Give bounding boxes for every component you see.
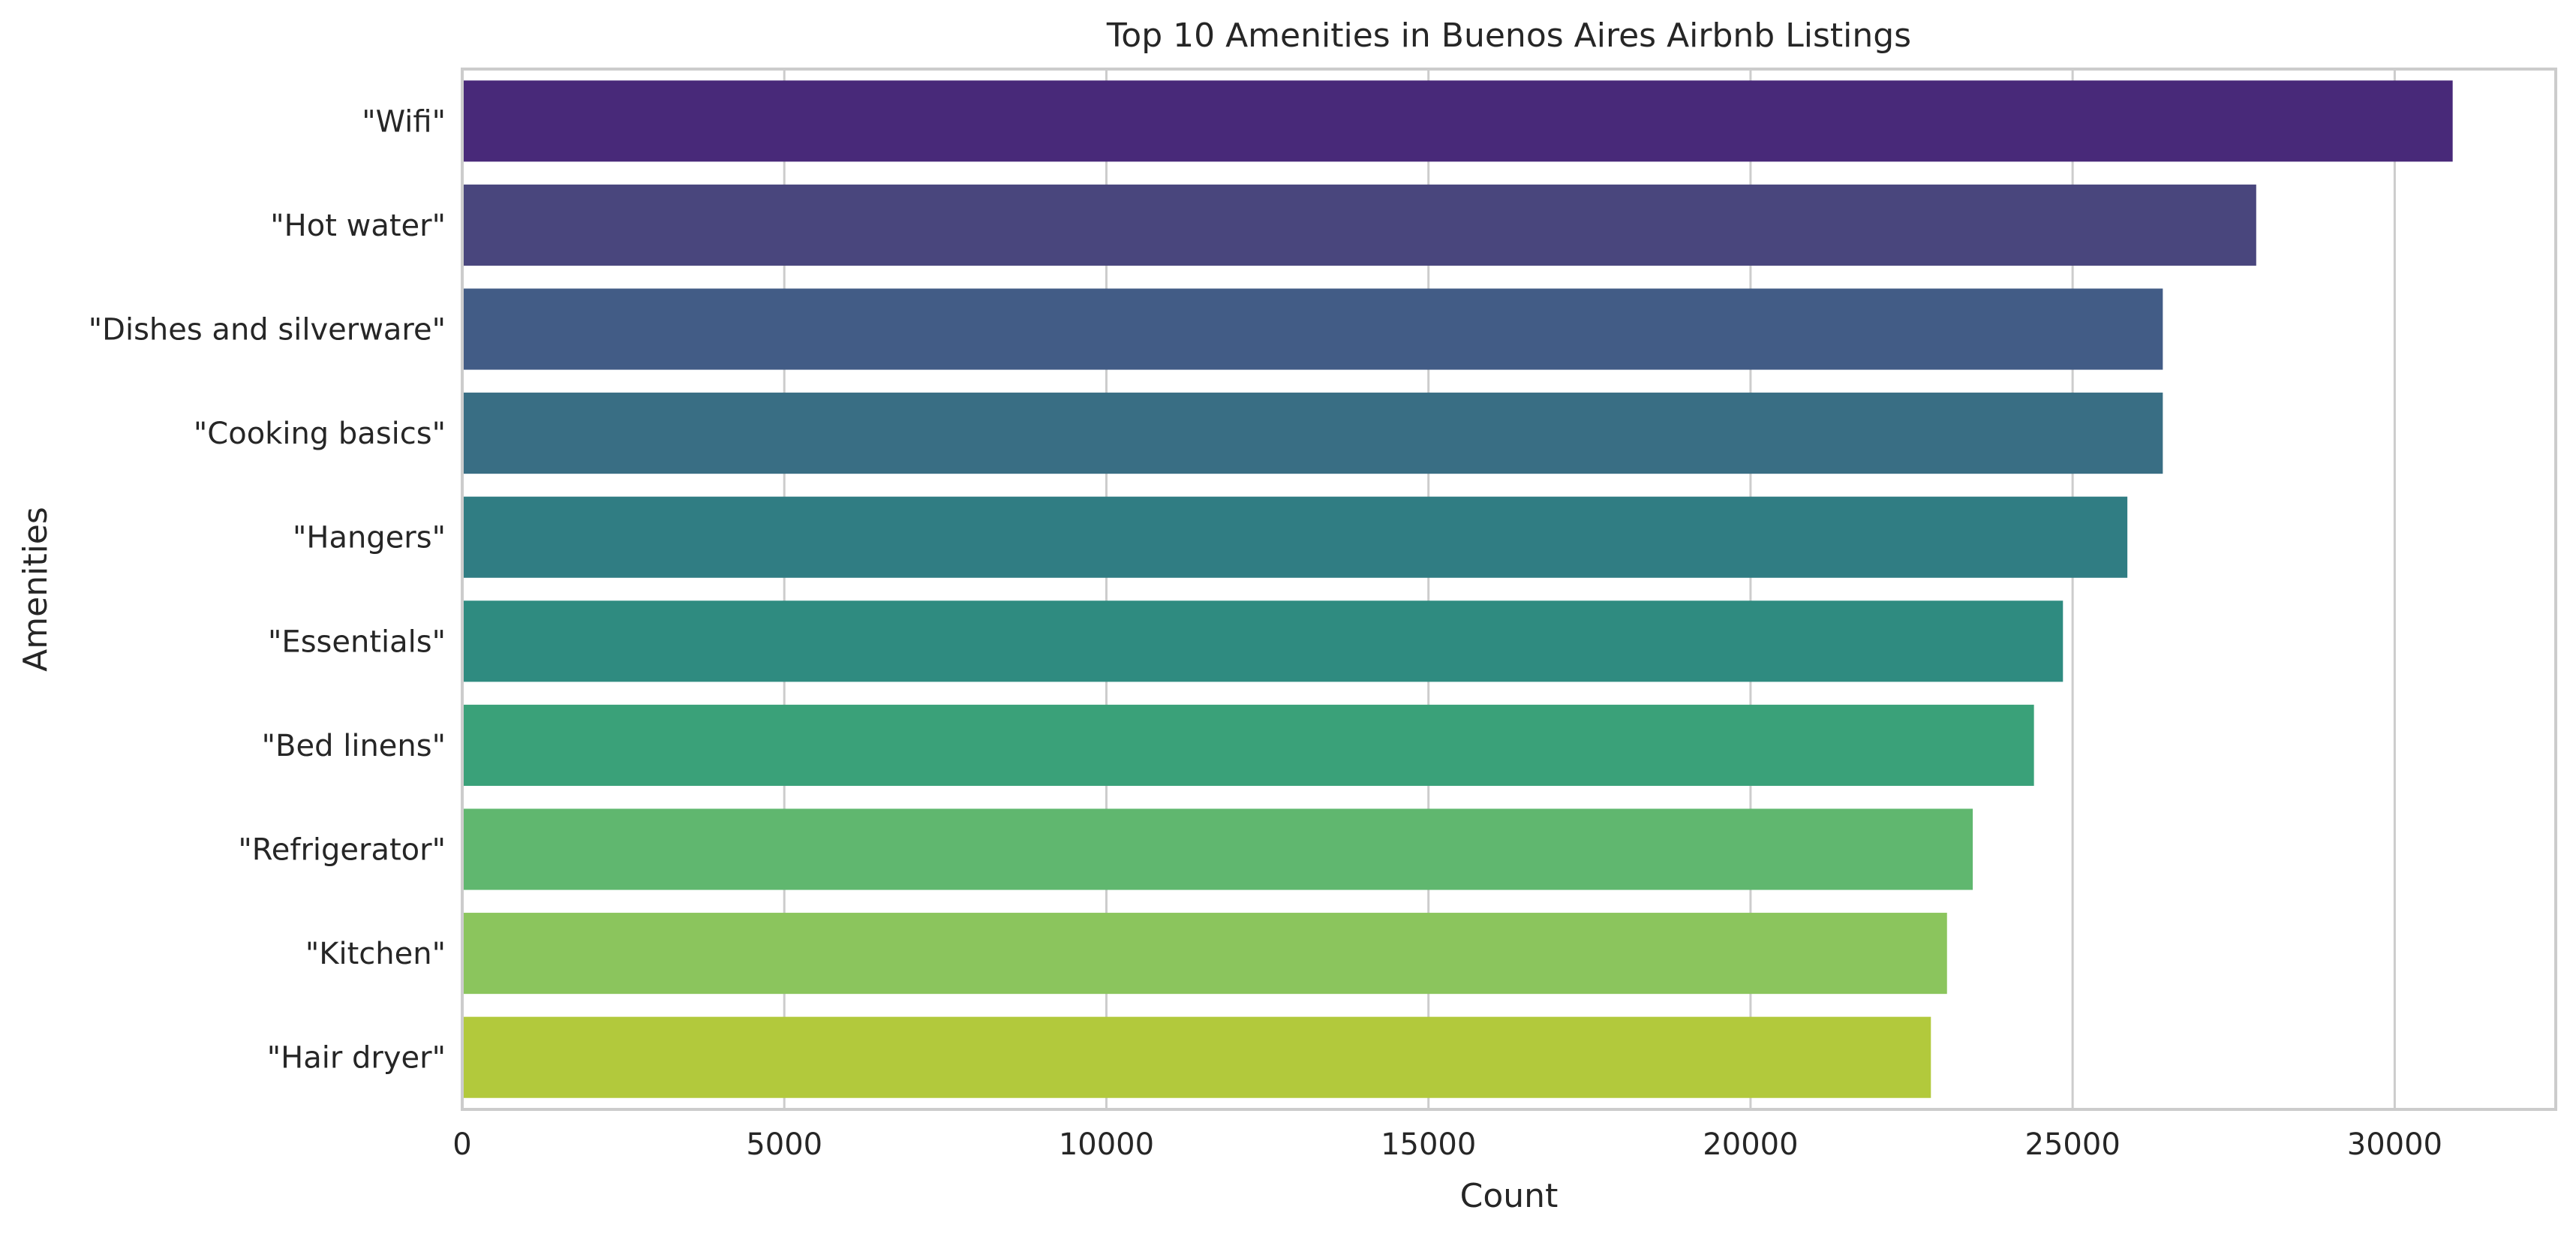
bar	[462, 80, 2453, 162]
bar	[462, 1016, 1931, 1098]
y-tick-label: "Cooking basics"	[194, 417, 446, 451]
bar	[462, 184, 2256, 266]
x-tick-label: 25000	[2025, 1127, 2121, 1162]
x-tick-label: 20000	[1703, 1127, 1798, 1162]
bars	[462, 80, 2453, 1098]
y-tick-label: "Hot water"	[270, 209, 446, 243]
y-tick-label: "Essentials"	[268, 625, 446, 659]
y-tick-label: "Bed linens"	[262, 729, 446, 763]
x-tick-label: 30000	[2347, 1127, 2442, 1162]
y-tick-label: "Wifi"	[362, 104, 446, 139]
y-tick-label: "Hangers"	[293, 521, 446, 555]
bar	[462, 496, 2128, 578]
x-tick-labels: 0 5000 10000 15000 20000 25000 30000	[452, 1127, 2442, 1162]
y-tick-label: "Hair dryer"	[267, 1041, 446, 1076]
bar	[462, 808, 1973, 890]
x-tick-label: 15000	[1381, 1127, 1476, 1162]
y-tick-labels: "Wifi" "Hot water" "Dishes and silverware"…	[89, 104, 446, 1075]
bar	[462, 600, 2064, 682]
x-tick-label: 10000	[1059, 1127, 1154, 1162]
plot-frame	[461, 68, 2557, 1111]
x-axis-title: Count	[1460, 1177, 1559, 1215]
bar	[462, 913, 1947, 995]
chart-title: Top 10 Amenities in Buenos Aires Airbnb …	[1106, 17, 1911, 55]
x-tick-label: 0	[452, 1127, 471, 1162]
x-tick-label: 5000	[746, 1127, 822, 1162]
bar	[462, 288, 2163, 370]
y-tick-label: "Refrigerator"	[238, 833, 446, 868]
bar	[462, 704, 2034, 786]
y-tick-label: "Dishes and silverware"	[89, 313, 446, 348]
bar	[462, 393, 2163, 474]
y-axis-title: Amenities	[17, 507, 55, 672]
y-tick-label: "Kitchen"	[305, 937, 446, 971]
